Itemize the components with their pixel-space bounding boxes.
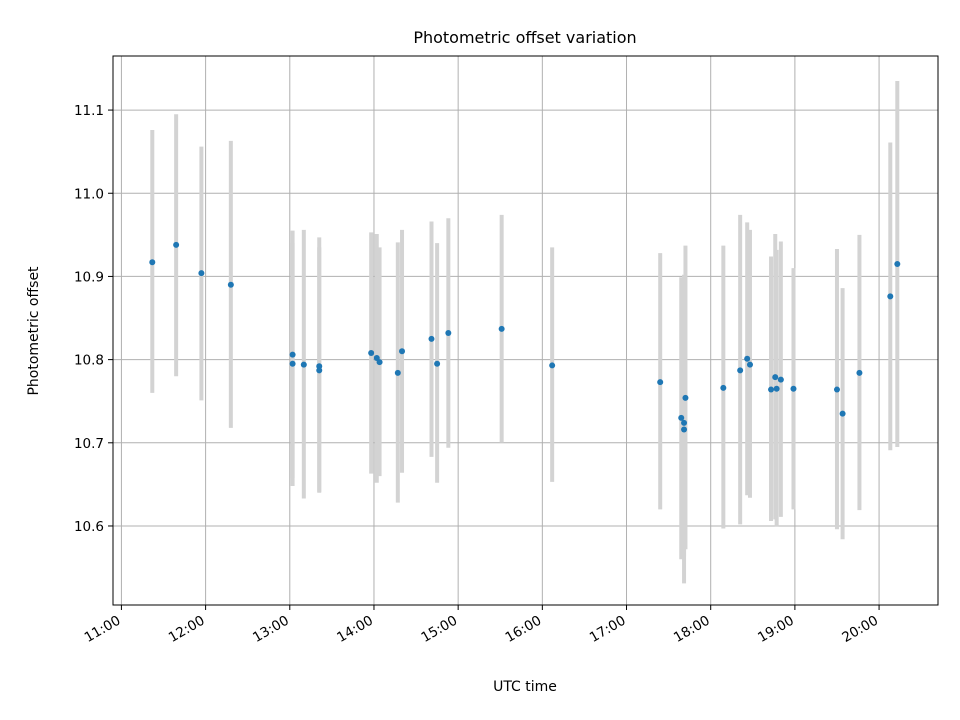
data-point xyxy=(376,359,383,366)
data-point xyxy=(887,293,894,300)
data-point xyxy=(790,385,797,392)
data-point xyxy=(737,367,744,374)
grid xyxy=(113,56,938,605)
data-point xyxy=(198,270,205,277)
y-tick-label: 10.9 xyxy=(74,269,104,285)
data-point xyxy=(681,426,688,433)
data-point xyxy=(856,369,863,376)
chart-title: Photometric offset variation xyxy=(413,28,636,47)
data-point xyxy=(428,335,435,342)
y-tick-label: 11.0 xyxy=(74,186,104,202)
data-point xyxy=(316,367,323,374)
data-point xyxy=(681,419,688,426)
data-point xyxy=(894,260,901,267)
data-point xyxy=(289,351,296,358)
data-point xyxy=(368,349,375,356)
data-points xyxy=(149,241,901,433)
data-point xyxy=(300,361,307,368)
data-point xyxy=(149,259,156,266)
data-point xyxy=(434,360,441,367)
data-point xyxy=(289,360,296,367)
data-point xyxy=(445,329,452,336)
y-tick-label: 10.6 xyxy=(74,519,104,535)
data-point xyxy=(394,369,401,376)
data-point xyxy=(839,410,846,417)
y-tick-label: 11.1 xyxy=(74,103,104,119)
data-point xyxy=(833,386,840,393)
data-point xyxy=(746,361,753,368)
data-point xyxy=(678,414,685,421)
data-point xyxy=(498,325,505,332)
y-axis-label: Photometric offset xyxy=(26,266,42,396)
data-point xyxy=(227,281,234,288)
data-point xyxy=(768,386,775,393)
data-point xyxy=(777,376,784,383)
data-point xyxy=(549,362,556,369)
data-point xyxy=(657,379,664,386)
data-point xyxy=(173,241,180,248)
data-point xyxy=(316,363,323,370)
y-tick-label: 10.7 xyxy=(74,436,104,452)
y-tick-label: 10.8 xyxy=(74,353,104,369)
data-point xyxy=(744,355,751,362)
data-point xyxy=(772,374,779,381)
data-point xyxy=(720,384,727,391)
x-axis-label: UTC time xyxy=(493,679,557,695)
data-point xyxy=(399,348,406,355)
data-point xyxy=(773,385,780,392)
plot-frame xyxy=(112,55,939,606)
data-point xyxy=(682,394,689,401)
